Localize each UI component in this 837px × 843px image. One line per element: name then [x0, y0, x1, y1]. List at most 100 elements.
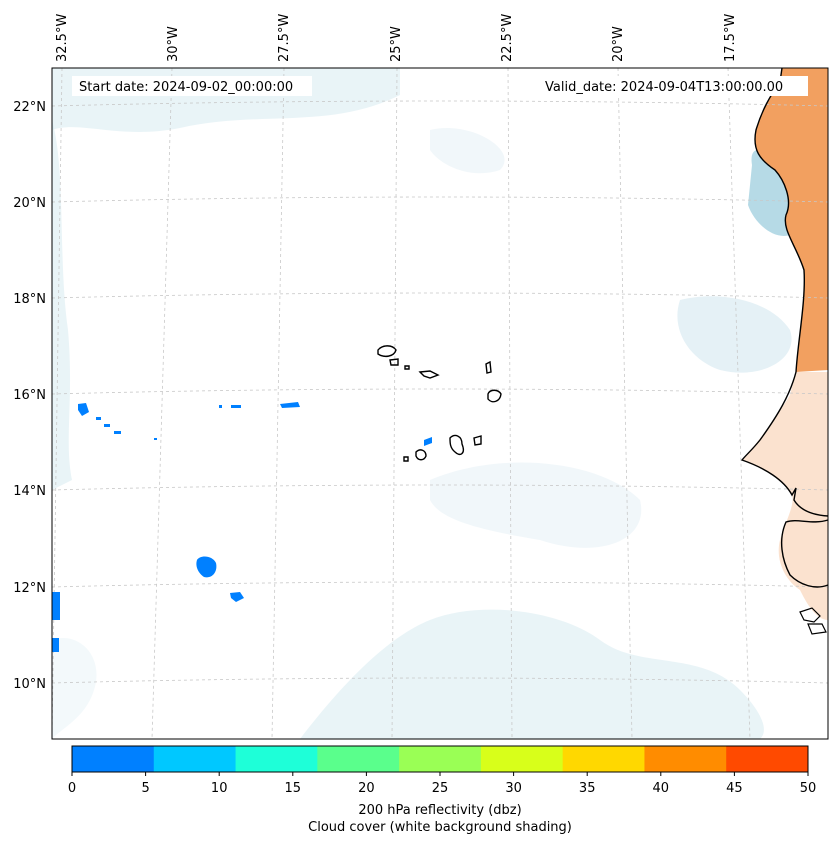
echo-cluster-a: [78, 403, 89, 416]
valid-date-label: Valid_date: 2024-09-04T13:00:00.00: [545, 80, 783, 95]
cloud-patch-southeast: [430, 462, 642, 548]
parallel-22n: [51, 100, 829, 107]
colorbar-tick-label: 40: [653, 781, 670, 796]
parallel-20n: [51, 196, 829, 203]
island-santa-luzia: [404, 365, 410, 370]
cloud-patch-east: [677, 296, 792, 373]
colorbar-tick-label: 20: [358, 781, 375, 796]
colorbar-tick-label: 35: [579, 781, 596, 796]
echo-cluster-k: [230, 592, 244, 602]
colorbar-swatch: [153, 746, 237, 772]
island-santo-antao: [377, 345, 397, 358]
parallel-18n: [51, 292, 829, 299]
coastline-bissagos: [799, 607, 827, 635]
meridian-22-5w: [507, 67, 513, 740]
colorbar-swatch: [399, 746, 482, 772]
lat-label-10n: 10°N: [13, 677, 46, 692]
colorbar-swatch: [726, 746, 809, 772]
island-sal: [485, 360, 492, 374]
echo-cluster-g: [231, 405, 241, 408]
meridian-17-5w: [727, 67, 751, 740]
island-maio: [473, 435, 482, 446]
island-sao-nicolau: [418, 370, 440, 379]
colorbar-tick-label: 0: [68, 781, 76, 796]
lon-label-20w: 20°W: [611, 26, 626, 62]
island-boa-vista: [487, 389, 502, 403]
lon-label-22-5w: 22.5°W: [500, 14, 515, 62]
colorbar-sublabel: Cloud cover (white background shading): [308, 820, 572, 835]
start-date-label: Start date: 2024-09-02_00:00:00: [79, 80, 293, 95]
echo-cluster-h: [280, 402, 300, 408]
lat-label-22n: 22°N: [13, 100, 46, 115]
colorbar-tick-label: 10: [211, 781, 228, 796]
colorbar-tick-label: 50: [800, 781, 817, 796]
echo-cluster-m: [52, 638, 59, 652]
meridian-32-5w: [51, 67, 63, 740]
cloud-cover-shading: [52, 68, 792, 739]
colorbar-label: 200 hPa reflectivity (dbz): [358, 803, 521, 818]
echo-cluster-d: [114, 431, 121, 434]
graticule: [51, 67, 829, 740]
colorbar-swatch: [72, 746, 155, 772]
lat-label-16n: 16°N: [13, 388, 46, 403]
echo-cluster-c: [104, 424, 110, 427]
colorbar: 0 5 10 15 20 25 30 35 40 45 50 200 hPa reflectivit…: [68, 745, 816, 835]
cloud-patch-southwest: [52, 638, 97, 739]
parallel-16n: [51, 388, 829, 395]
colorbar-swatch: [235, 746, 318, 772]
island-santiago: [449, 434, 464, 456]
start-date-box: [72, 76, 312, 96]
valid-date-box: [540, 76, 808, 96]
lon-label-27-5w: 27.5°W: [277, 14, 292, 62]
parallel-10n: [51, 677, 829, 684]
lat-label-12n: 12°N: [13, 581, 46, 596]
colorbar-tick-label: 45: [726, 781, 743, 796]
lon-label-30w: 30°W: [166, 26, 181, 62]
island-sao-vicente: [389, 358, 399, 366]
lon-label-17-5w: 17.5°W: [723, 14, 738, 62]
colorbar-swatches: [72, 746, 809, 772]
parallel-14n: [51, 484, 829, 491]
reflectivity-echoes: [52, 402, 432, 652]
colorbar-tick-label: 25: [432, 781, 449, 796]
echo-cluster-l: [52, 592, 60, 620]
colorbar-tick-label: 30: [505, 781, 522, 796]
colorbar-ticks: 0 5 10 15 20 25 30 35 40 45 50: [68, 772, 816, 796]
longitude-labels: 32.5°W 30°W 27.5°W 25°W 22.5°W 20°W 17.5…: [55, 14, 738, 62]
colorbar-swatch: [644, 746, 727, 772]
cloud-band-west: [52, 120, 72, 490]
coastline-africa: [740, 67, 829, 517]
echo-cluster-i: [424, 437, 432, 446]
meridian-20w: [617, 67, 633, 740]
coastline-guinea: [780, 519, 829, 588]
island-fogo: [415, 449, 427, 461]
lon-label-32-5w: 32.5°W: [55, 14, 70, 62]
echo-cluster-e: [154, 438, 157, 440]
lat-label-14n: 14°N: [13, 484, 46, 499]
colorbar-swatch: [317, 746, 400, 772]
lat-label-18n: 18°N: [13, 292, 46, 307]
cloud-patch-mid: [430, 128, 505, 174]
echo-cluster-f: [219, 405, 222, 408]
colorbar-tick-label: 5: [141, 781, 149, 796]
lon-label-25w: 25°W: [389, 26, 404, 62]
colorbar-swatch: [562, 746, 645, 772]
map-frame: [51, 67, 829, 740]
lat-label-20n: 20°N: [13, 196, 46, 211]
meridian-30w: [151, 67, 173, 740]
echo-cluster-j: [196, 556, 217, 578]
latitude-labels: 22°N 20°N 18°N 16°N 14°N 12°N 10°N: [13, 100, 46, 692]
parallel-12n: [51, 581, 829, 588]
island-brava: [403, 456, 409, 462]
map-background: [52, 68, 828, 739]
colorbar-tick-label: 15: [285, 781, 302, 796]
colorbar-swatch: [480, 746, 564, 772]
cape-verde-islands: [377, 345, 502, 462]
meridian-27-5w: [271, 67, 285, 740]
cloud-patch-south: [300, 609, 764, 739]
map-panel: Start date: 2024-09-02_00:00:00 Valid_da…: [51, 67, 829, 740]
meridian-25w: [391, 67, 398, 740]
land-africa-north: [754, 68, 828, 372]
echo-cluster-b: [96, 417, 101, 420]
